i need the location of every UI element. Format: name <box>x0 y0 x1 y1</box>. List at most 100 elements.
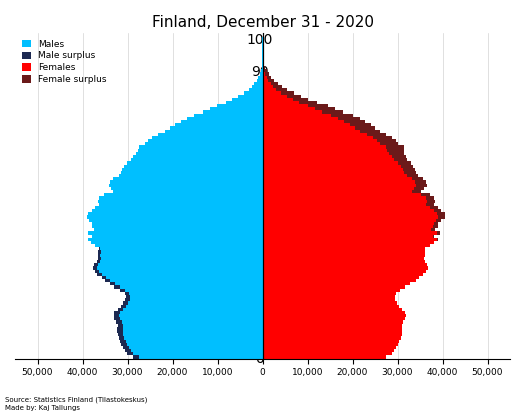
Text: Source: Statistics Finland (Tilastokeskus)
Made by: Kaj Tallungs: Source: Statistics Finland (Tilastokesku… <box>5 396 148 411</box>
Bar <box>127 161 262 164</box>
Bar <box>262 79 268 82</box>
Bar <box>165 130 262 133</box>
Bar <box>125 289 262 292</box>
Bar <box>262 152 390 155</box>
Bar <box>262 285 405 289</box>
Bar <box>262 228 431 231</box>
Bar <box>262 145 386 149</box>
Bar <box>262 139 377 142</box>
Bar <box>262 82 270 85</box>
Bar <box>292 98 308 101</box>
Bar <box>262 155 392 158</box>
Bar <box>262 164 401 168</box>
Bar <box>262 349 394 352</box>
Bar <box>118 324 123 327</box>
Bar <box>187 117 262 120</box>
Bar <box>116 320 122 324</box>
Bar <box>107 276 262 279</box>
Bar <box>265 72 269 76</box>
Bar <box>262 320 403 324</box>
Bar <box>262 133 367 136</box>
Bar <box>120 339 125 343</box>
Bar <box>390 152 404 155</box>
Bar <box>148 139 262 142</box>
Bar <box>270 82 278 85</box>
Bar <box>262 199 427 203</box>
Bar <box>355 126 375 130</box>
Bar <box>262 343 398 346</box>
Bar <box>122 168 262 171</box>
Bar <box>262 95 287 98</box>
Bar <box>262 336 401 339</box>
Bar <box>262 158 394 161</box>
Bar <box>262 120 344 123</box>
Bar <box>262 330 402 333</box>
Bar <box>262 76 267 79</box>
Bar <box>262 308 402 311</box>
Bar <box>433 225 437 228</box>
Bar <box>262 301 397 304</box>
Bar <box>125 298 130 301</box>
Bar <box>94 263 98 266</box>
Bar <box>99 247 100 250</box>
Bar <box>433 235 434 238</box>
Bar <box>257 79 262 82</box>
Bar <box>121 171 262 174</box>
Bar <box>262 174 406 177</box>
Bar <box>94 206 262 209</box>
Bar <box>262 270 426 273</box>
Title: Finland, December 31 - 2020: Finland, December 31 - 2020 <box>152 15 373 30</box>
Bar <box>262 111 322 114</box>
Bar <box>262 190 412 193</box>
Bar <box>255 82 262 85</box>
Bar <box>123 333 262 336</box>
Bar <box>262 231 437 235</box>
Bar <box>262 142 381 145</box>
Bar <box>338 117 360 120</box>
Bar <box>350 123 371 126</box>
Bar <box>427 199 435 203</box>
Bar <box>122 301 128 304</box>
Bar <box>119 336 124 339</box>
Bar <box>102 276 107 279</box>
Bar <box>262 317 405 320</box>
Bar <box>416 184 427 187</box>
Bar <box>93 266 97 270</box>
Bar <box>414 187 424 190</box>
Bar <box>262 66 264 69</box>
Bar <box>261 69 262 72</box>
Bar <box>262 91 281 95</box>
Bar <box>262 260 425 263</box>
Bar <box>210 107 262 111</box>
Bar <box>111 187 262 190</box>
Bar <box>377 139 396 142</box>
Bar <box>262 149 387 152</box>
Bar <box>98 257 101 260</box>
Bar <box>99 270 262 273</box>
Bar <box>344 120 365 123</box>
Bar <box>262 222 434 225</box>
Bar <box>124 336 262 339</box>
Bar <box>260 72 262 76</box>
Bar <box>392 155 406 158</box>
Bar <box>139 356 262 358</box>
Bar <box>438 216 445 218</box>
Bar <box>129 346 262 349</box>
Bar <box>398 161 411 164</box>
Bar <box>267 76 271 79</box>
Bar <box>125 295 130 298</box>
Bar <box>430 206 437 209</box>
Bar <box>92 235 262 238</box>
Bar <box>262 98 292 101</box>
Bar <box>123 324 262 327</box>
Bar <box>262 212 437 216</box>
Bar <box>262 104 308 107</box>
Bar <box>262 136 373 139</box>
Bar <box>262 171 404 174</box>
Bar <box>124 164 262 168</box>
Bar <box>262 314 406 317</box>
Bar <box>431 228 435 231</box>
Bar <box>262 130 360 133</box>
Bar <box>262 339 400 343</box>
Bar <box>138 149 262 152</box>
